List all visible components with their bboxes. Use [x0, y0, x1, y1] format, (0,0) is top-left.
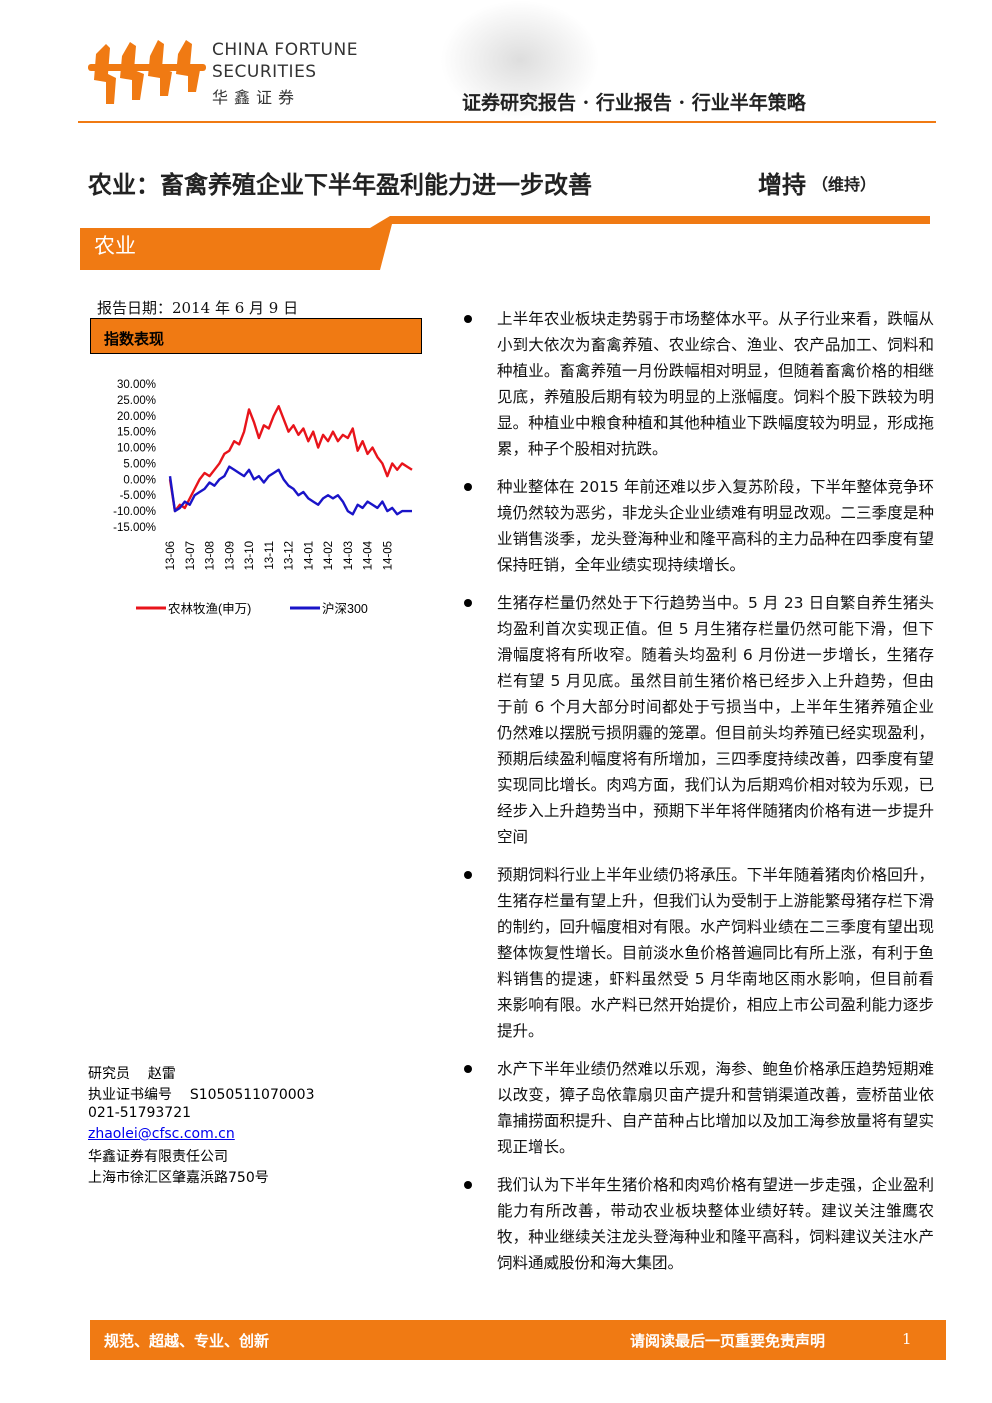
brand-cn: 华鑫证券	[212, 88, 301, 107]
header-rule	[78, 121, 936, 123]
header-decoration	[440, 0, 600, 120]
bullet-list: 上半年农业板块走势弱于市场整体水平。从子行业来看，跌幅从小到大依次为畜禽养殖、农…	[462, 306, 934, 1288]
analyst-role-line: 研究员 赵雷	[88, 1063, 176, 1083]
y-tick-label: 15.00%	[117, 427, 156, 439]
x-tick-label: 14-02	[323, 541, 335, 570]
x-tick-label: 13-10	[244, 541, 256, 570]
series-line	[168, 465, 412, 516]
x-tick-label: 13-07	[185, 541, 197, 570]
analyst-name: 赵雷	[147, 1066, 176, 1082]
address: 上海市徐汇区肇嘉浜路750号	[88, 1170, 269, 1186]
license: S1050511070003	[189, 1087, 315, 1103]
y-tick-label: 10.00%	[117, 443, 156, 455]
index-chart: 30.00% 25.00% 20.00% 15.00% 10.00% 5.00% 0.00%…	[113, 379, 413, 616]
license-label: 执业证书编号	[88, 1087, 172, 1103]
x-tick-label: 13-12	[284, 541, 296, 570]
report-date: 报告日期：2014 年 6 月 9 日	[97, 299, 299, 317]
brand-en-1: CHINA FORTUNE	[212, 40, 358, 60]
legend-label: 沪深300	[322, 602, 368, 616]
brand-en-2: SECURITIES	[212, 62, 317, 82]
sector: 农业	[94, 234, 136, 258]
email[interactable]: zhaolei@cfsc.com.cn	[88, 1126, 235, 1142]
bullet-item: 生猪存栏量仍然处于下行趋势当中。5 月 23 日自繁自养生猪头均盈利首次实现正值…	[462, 590, 934, 850]
y-tick-label: 5.00%	[123, 458, 156, 470]
bullet-item: 我们认为下半年生猪价格和肉鸡价格有望进一步走强，企业盈利能力有所改善，带动农业板…	[462, 1172, 934, 1276]
x-tick-label: 14-05	[382, 541, 394, 570]
rating: 增持	[758, 170, 806, 199]
page-number: 1	[902, 1330, 912, 1348]
report-title: 农业：畜禽养殖企业下半年盈利能力进一步改善	[88, 170, 592, 199]
logo	[88, 40, 206, 104]
license-line: 执业证书编号 S1050511070003	[88, 1084, 315, 1104]
x-tick-label: 14-04	[363, 540, 375, 570]
x-tick-label: 13-08	[205, 541, 217, 570]
y-tick-label: -10.00%	[113, 506, 156, 518]
bullet-item: 水产下半年业绩仍然难以乐观，海参、鲍鱼价格承压趋势短期难以改变，獐子岛依靠扇贝亩…	[462, 1056, 934, 1160]
y-tick-label: 25.00%	[117, 395, 156, 407]
analyst-role: 研究员	[88, 1066, 130, 1082]
x-tick-label: 13-06	[165, 541, 177, 570]
sector-banner	[80, 216, 930, 270]
x-tick-label: 14-01	[303, 541, 315, 570]
footer-bar	[90, 1320, 946, 1360]
bullet-item: 上半年农业板块走势弱于市场整体水平。从子行业来看，跌幅从小到大依次为畜禽养殖、农…	[462, 306, 934, 462]
legend-label: 农林牧渔(申万)	[168, 602, 251, 616]
y-tick-label: 0.00%	[123, 474, 156, 486]
x-tick-label: 13-11	[264, 541, 276, 570]
rating-note: （维持）	[812, 175, 877, 194]
chart-box-header	[90, 318, 422, 354]
y-tick-label: -5.00%	[120, 490, 156, 502]
y-tick-label: 20.00%	[117, 411, 156, 423]
footer-disclaimer: 请阅读最后一页重要免责声明	[630, 1332, 826, 1350]
report-type: 证券研究报告 · 行业报告 · 行业半年策略	[462, 92, 806, 114]
y-tick-label: -15.00%	[113, 522, 156, 534]
footer-motto: 规范、超越、专业、创新	[104, 1332, 270, 1350]
y-tick-label: 30.00%	[117, 379, 156, 391]
series-line	[168, 405, 413, 513]
bullet-item: 预期饲料行业上半年业绩仍将承压。下半年随着猪肉价格回升，生猪存栏量有望上升，但我…	[462, 862, 934, 1044]
chart-box-title: 指数表现	[104, 330, 165, 348]
company: 华鑫证券有限责任公司	[88, 1149, 228, 1165]
x-tick-label: 13-09	[224, 541, 236, 570]
bullet-item: 种业整体在 2015 年前还难以步入复苏阶段，下半年整体竞争环境仍然较为恶劣，非…	[462, 474, 934, 578]
phone: 021-51793721	[88, 1105, 192, 1121]
x-tick-label: 14-03	[343, 541, 355, 570]
